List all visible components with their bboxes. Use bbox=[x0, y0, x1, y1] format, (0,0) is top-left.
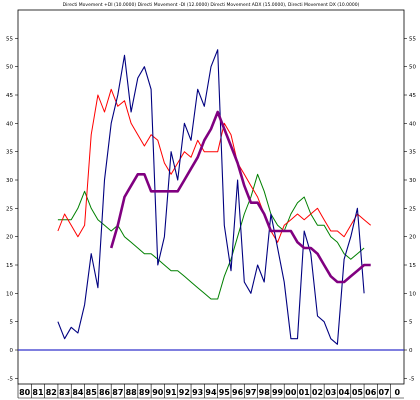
y-tick-label-right: 50 bbox=[409, 65, 416, 71]
y-tick-label-right: 25 bbox=[409, 206, 416, 212]
x-tick-label: 88 bbox=[126, 388, 138, 397]
x-tick-label: 82 bbox=[46, 388, 57, 397]
x-tick-label: 81 bbox=[32, 388, 44, 397]
x-tick-label: 87 bbox=[112, 388, 123, 397]
y-tick-label: 25 bbox=[6, 206, 13, 212]
y-tick-label-right: 45 bbox=[409, 93, 416, 99]
minus-di-line bbox=[57, 173, 365, 300]
x-tick-label: 86 bbox=[99, 388, 111, 397]
x-tick-label: 96 bbox=[232, 388, 244, 397]
y-tick-label-right: 40 bbox=[409, 121, 416, 127]
y-axis-right: -5 0 5 10 15 20 25 30 35 40 45 50 55 bbox=[404, 36, 416, 382]
x-tick-label: 04 bbox=[339, 388, 351, 397]
y-tick-label: 15 bbox=[6, 263, 13, 269]
x-tick-label: 98 bbox=[259, 388, 271, 397]
x-tick-label: 84 bbox=[72, 388, 84, 397]
y-tick-label-right: 0 bbox=[409, 348, 413, 354]
plus-di-line bbox=[57, 88, 372, 243]
dx-line bbox=[57, 49, 365, 345]
y-tick-label-right: -5 bbox=[409, 376, 415, 382]
y-tick-label: 45 bbox=[6, 93, 13, 99]
y-tick-label: 0 bbox=[10, 348, 14, 354]
y-tick-label: 30 bbox=[6, 178, 13, 184]
y-tick-label: 10 bbox=[6, 291, 13, 297]
y-tick-label: -5 bbox=[8, 376, 14, 382]
y-tick-label: 50 bbox=[6, 65, 13, 71]
x-tick-label: 07 bbox=[378, 388, 389, 397]
plot-frame bbox=[17, 9, 405, 385]
x-tick-label: 91 bbox=[165, 388, 177, 397]
x-tick-label: 92 bbox=[179, 388, 190, 397]
y-axis-left: -5 0 5 10 15 20 25 30 35 40 45 50 55 bbox=[6, 36, 18, 382]
x-tick-label: 90 bbox=[152, 388, 164, 397]
y-tick-label-right: 5 bbox=[409, 320, 413, 326]
x-tick-label: 03 bbox=[325, 388, 336, 397]
x-tick-label: 99 bbox=[272, 388, 284, 397]
x-tick-label: 85 bbox=[86, 388, 98, 397]
x-tick-label: 80 bbox=[19, 388, 31, 397]
x-tick-label: 94 bbox=[205, 388, 217, 397]
adx-line bbox=[109, 110, 371, 284]
x-axis: 80 81 82 83 84 85 86 87 88 89 90 91 92 93 94 95 96 97 98 99… bbox=[17, 384, 404, 399]
y-tick-label-right: 10 bbox=[409, 291, 416, 297]
x-tick-label: 83 bbox=[59, 388, 70, 397]
x-tick-label: 02 bbox=[312, 388, 323, 397]
y-tick-label: 40 bbox=[6, 121, 13, 127]
x-tick-label: 0 bbox=[395, 388, 401, 397]
x-tick-label: 97 bbox=[245, 388, 256, 397]
y-tick-label: 5 bbox=[10, 320, 14, 326]
x-tick-label: 00 bbox=[285, 388, 297, 397]
plot-border bbox=[17, 9, 405, 385]
series-layer bbox=[57, 49, 372, 345]
y-tick-label-right: 55 bbox=[409, 36, 416, 42]
x-tick-label: 06 bbox=[365, 388, 377, 397]
y-tick-label-right: 30 bbox=[409, 178, 416, 184]
y-tick-label-right: 15 bbox=[409, 263, 416, 269]
x-tick-label: 01 bbox=[299, 388, 311, 397]
y-tick-label: 35 bbox=[6, 150, 13, 156]
y-tick-label-right: 35 bbox=[409, 150, 416, 156]
y-tick-label-right: 20 bbox=[409, 235, 416, 241]
x-tick-label: 89 bbox=[139, 388, 151, 397]
chart-title: Directi Movement +DI (10.0000) Directi M… bbox=[63, 2, 360, 8]
y-tick-label: 55 bbox=[6, 36, 13, 42]
x-tick-label: 05 bbox=[352, 388, 364, 397]
x-tick-label: 93 bbox=[192, 388, 203, 397]
y-tick-label: 20 bbox=[6, 235, 13, 241]
x-tick-label: 95 bbox=[219, 388, 231, 397]
